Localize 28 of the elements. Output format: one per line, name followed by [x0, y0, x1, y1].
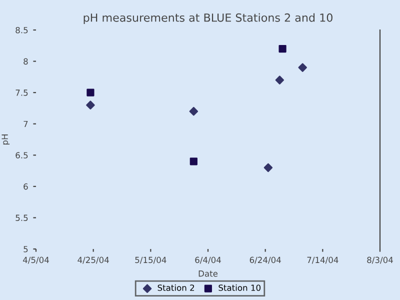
y-axis-title: pH [2, 134, 10, 145]
point [190, 158, 198, 166]
x-tick-label: 8/3/04 [367, 256, 393, 264]
point [86, 100, 95, 110]
y-tick-label: 7 [24, 120, 28, 128]
point [298, 63, 307, 72]
x-tick-label: 4/5/04 [22, 256, 49, 264]
legend-label: Station 2 [158, 284, 194, 291]
x-tick-label: 4/25/04 [78, 256, 109, 264]
point [275, 76, 284, 84]
x-tick-label: 6/24/04 [250, 256, 281, 264]
legend-label: Station 10 [218, 284, 261, 291]
y-tick-label: 6.5 [16, 152, 28, 158]
x-tick-label: 7/14/04 [307, 256, 338, 264]
y-tick-label: 5 [24, 246, 28, 252]
point [86, 88, 94, 96]
x-tick-label: 6/4/04 [195, 256, 221, 264]
point [264, 163, 273, 172]
point [189, 106, 198, 116]
y-tick-label: 6 [24, 183, 28, 190]
point [278, 44, 286, 53]
chart-title: pH measurements at BLUE Stations 2 and 10 [84, 13, 332, 24]
y-tick-label: 7.5 [16, 90, 28, 96]
x-axis-title: Date [198, 270, 218, 277]
x-tick-label: 5/15/04 [135, 256, 166, 264]
y-tick-label: 5.5 [16, 214, 28, 221]
y-tick-label: 8 [24, 58, 28, 65]
y-tick-label: 8.5 [16, 26, 28, 34]
